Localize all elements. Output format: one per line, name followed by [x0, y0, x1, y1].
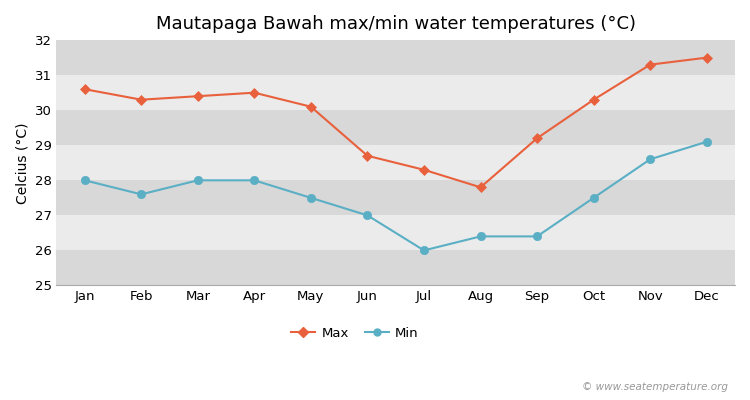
Min: [702, 139, 711, 144]
Max: [419, 167, 428, 172]
Max: [136, 97, 146, 102]
Bar: [56, 215, 735, 250]
Max: [250, 90, 259, 95]
Bar: [56, 110, 735, 145]
Max: [80, 87, 89, 92]
Bar: [56, 250, 735, 286]
Min: [307, 196, 316, 200]
Max: [590, 97, 598, 102]
Min: [250, 178, 259, 183]
Legend: Max, Min: Max, Min: [286, 322, 424, 346]
Max: [702, 55, 711, 60]
Y-axis label: Celcius (°C): Celcius (°C): [15, 122, 29, 204]
Line: Min: Min: [80, 138, 711, 254]
Title: Mautapaga Bawah max/min water temperatures (°C): Mautapaga Bawah max/min water temperatur…: [156, 15, 636, 33]
Min: [646, 157, 655, 162]
Max: [194, 94, 202, 98]
Min: [532, 234, 542, 239]
Max: [476, 185, 485, 190]
Min: [363, 213, 372, 218]
Max: [646, 62, 655, 67]
Text: © www.seatemperature.org: © www.seatemperature.org: [581, 382, 728, 392]
Bar: [56, 180, 735, 215]
Bar: [56, 75, 735, 110]
Min: [590, 196, 598, 200]
Min: [476, 234, 485, 239]
Min: [419, 248, 428, 253]
Max: [363, 153, 372, 158]
Min: [136, 192, 146, 197]
Bar: [56, 40, 735, 75]
Bar: [56, 145, 735, 180]
Max: [307, 104, 316, 109]
Line: Max: Max: [81, 54, 710, 191]
Min: [80, 178, 89, 183]
Max: [532, 136, 542, 141]
Min: [194, 178, 202, 183]
